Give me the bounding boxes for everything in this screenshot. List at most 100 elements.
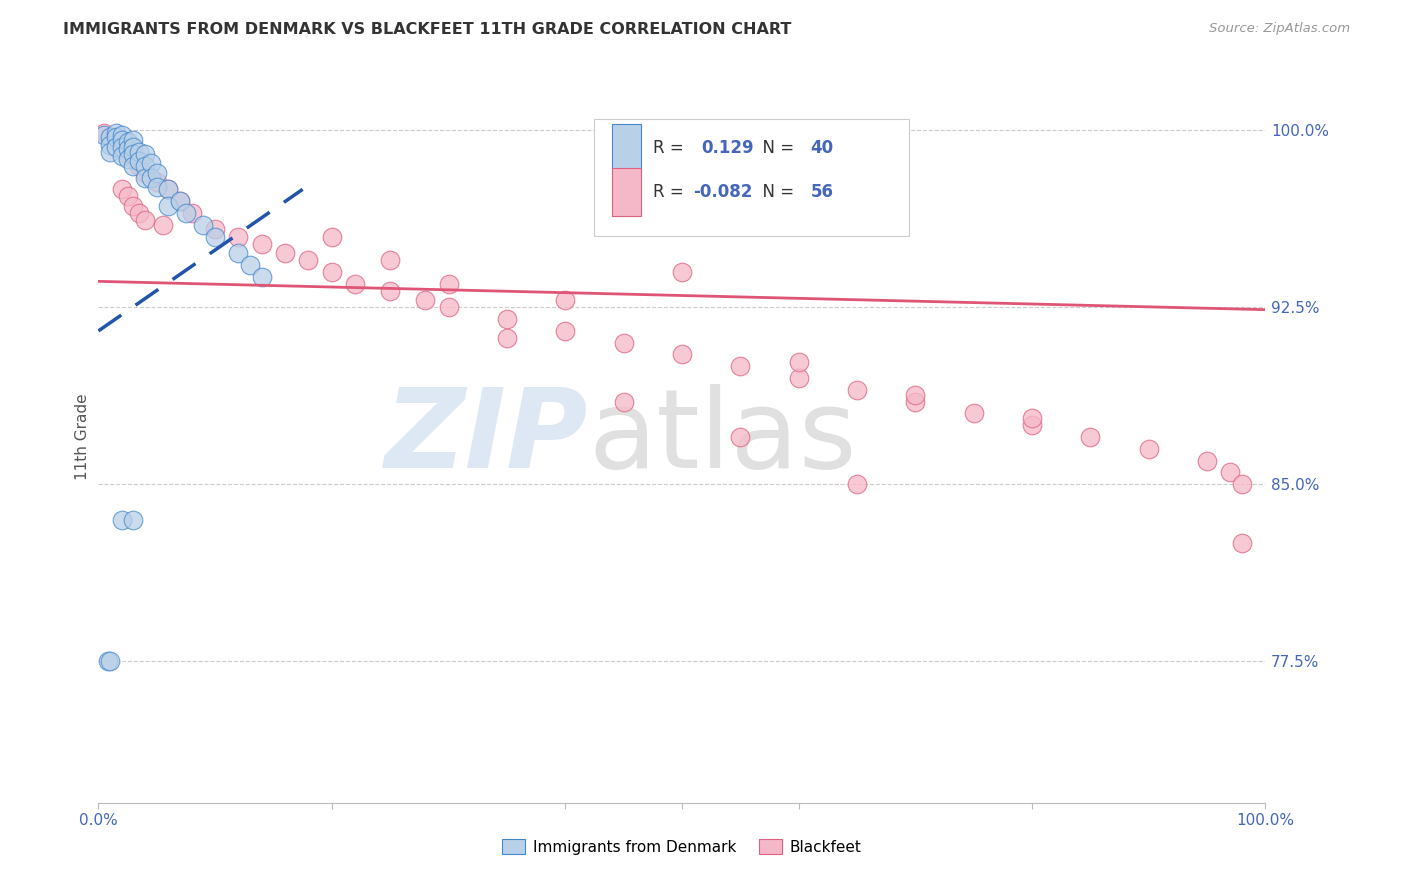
- Text: 40: 40: [810, 139, 834, 157]
- Point: [157, 199, 180, 213]
- Text: R =: R =: [652, 139, 695, 157]
- Bar: [612, 124, 641, 172]
- Point: [193, 218, 215, 232]
- Point: [139, 170, 162, 185]
- Point: [146, 180, 169, 194]
- Point: [111, 128, 134, 142]
- Text: R =: R =: [652, 183, 689, 201]
- Point: [174, 206, 197, 220]
- Text: ZIP: ZIP: [385, 384, 589, 491]
- Point: [146, 166, 169, 180]
- Point: [134, 170, 156, 185]
- Text: Source: ZipAtlas.com: Source: ZipAtlas.com: [1209, 22, 1350, 36]
- Point: [117, 135, 139, 149]
- Point: [1219, 466, 1241, 480]
- Point: [413, 293, 436, 308]
- Point: [496, 331, 519, 345]
- Point: [111, 513, 134, 527]
- Point: [297, 253, 319, 268]
- Point: [146, 175, 169, 189]
- Text: 0.129: 0.129: [702, 139, 755, 157]
- Point: [962, 407, 984, 421]
- Point: [846, 477, 869, 491]
- Point: [128, 145, 150, 159]
- Point: [380, 284, 402, 298]
- Point: [122, 152, 145, 166]
- Point: [437, 301, 460, 315]
- Point: [157, 182, 180, 196]
- Point: [904, 394, 927, 409]
- Point: [104, 126, 127, 140]
- Point: [98, 145, 121, 159]
- Point: [1230, 477, 1253, 491]
- Point: [380, 253, 402, 268]
- Point: [134, 213, 156, 227]
- Point: [169, 194, 191, 208]
- Point: [117, 142, 139, 156]
- Point: [228, 229, 250, 244]
- Bar: [612, 169, 641, 216]
- Point: [228, 246, 250, 260]
- Point: [122, 147, 145, 161]
- Point: [122, 199, 145, 213]
- Point: [904, 387, 927, 401]
- Text: N =: N =: [752, 139, 799, 157]
- Point: [111, 133, 134, 147]
- Point: [250, 236, 273, 251]
- Point: [250, 269, 273, 284]
- Point: [104, 130, 127, 145]
- Text: -0.082: -0.082: [693, 183, 754, 201]
- Point: [117, 152, 139, 166]
- Point: [117, 189, 139, 203]
- Point: [169, 194, 191, 208]
- Point: [98, 130, 121, 145]
- Point: [111, 182, 134, 196]
- Point: [730, 430, 752, 444]
- Point: [134, 166, 156, 180]
- Point: [239, 258, 262, 272]
- Point: [787, 371, 810, 385]
- Point: [104, 140, 127, 154]
- Point: [554, 324, 576, 338]
- Point: [122, 159, 145, 173]
- Point: [122, 140, 145, 154]
- Point: [204, 229, 226, 244]
- Point: [1195, 453, 1218, 467]
- Point: [204, 222, 226, 236]
- Point: [846, 383, 869, 397]
- Point: [134, 159, 156, 173]
- Point: [1137, 442, 1160, 456]
- FancyBboxPatch shape: [595, 119, 910, 235]
- Point: [111, 149, 134, 163]
- Point: [321, 265, 343, 279]
- Point: [111, 140, 134, 154]
- Point: [321, 229, 343, 244]
- Point: [122, 133, 145, 147]
- Point: [180, 206, 202, 220]
- Point: [671, 347, 693, 361]
- Point: [128, 154, 150, 169]
- Point: [1080, 430, 1102, 444]
- Point: [274, 246, 297, 260]
- Point: [787, 354, 810, 368]
- Point: [152, 218, 174, 232]
- Point: [98, 137, 121, 152]
- Point: [104, 135, 127, 149]
- Point: [111, 140, 134, 154]
- Legend: Immigrants from Denmark, Blackfeet: Immigrants from Denmark, Blackfeet: [496, 833, 868, 861]
- Point: [496, 312, 519, 326]
- Text: N =: N =: [752, 183, 799, 201]
- Point: [93, 128, 115, 142]
- Text: atlas: atlas: [589, 384, 858, 491]
- Point: [97, 654, 120, 668]
- Point: [1230, 536, 1253, 550]
- Point: [1021, 411, 1043, 425]
- Point: [730, 359, 752, 374]
- Point: [139, 156, 162, 170]
- Point: [344, 277, 367, 291]
- Point: [128, 206, 150, 220]
- Y-axis label: 11th Grade: 11th Grade: [75, 393, 90, 481]
- Point: [98, 130, 121, 145]
- Point: [128, 159, 150, 173]
- Point: [157, 182, 180, 196]
